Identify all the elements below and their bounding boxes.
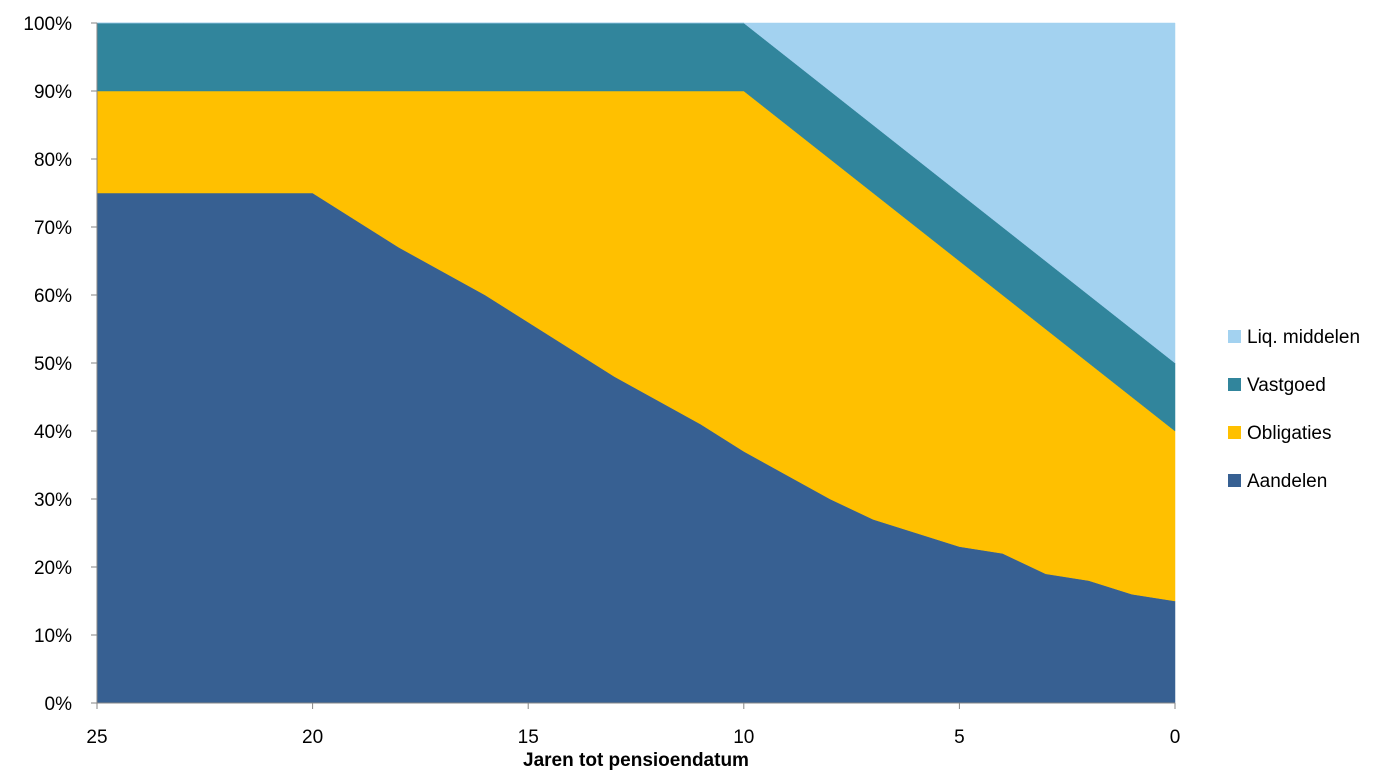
legend-label-liq-middelen: Liq. middelen: [1247, 327, 1360, 348]
x-tick-label: 20: [302, 727, 323, 748]
x-tick-label: 5: [954, 727, 965, 748]
y-tick-label: 50%: [34, 354, 72, 375]
x-tick-label: 25: [86, 727, 107, 748]
y-tick-label: 30%: [34, 490, 72, 511]
legend: Liq. middelen Vastgoed Obligaties Aandelen: [1228, 327, 1360, 492]
x-axis-title: Jaren tot pensioendatum: [523, 750, 749, 771]
y-tick-label: 90%: [34, 82, 72, 103]
legend-swatch-obligaties: [1228, 426, 1241, 439]
area-series-liq-middelen: [97, 22, 1176, 364]
x-tick-label: 10: [733, 727, 754, 748]
y-tick-label: 40%: [34, 422, 72, 443]
legend-label-aandelen: Aandelen: [1247, 471, 1327, 492]
area-layer: [96, 22, 1176, 704]
y-tick-label: 20%: [34, 558, 72, 579]
y-tick-label: 0%: [45, 694, 73, 715]
x-tick-label: 15: [518, 727, 539, 748]
legend-swatch-aandelen: [1228, 474, 1241, 487]
y-tick-label: 10%: [34, 626, 72, 647]
y-tick-label: 80%: [34, 150, 72, 171]
y-tick-label: 100%: [23, 14, 72, 35]
y-tick-layer: 0% 10% 20% 30% 40% 50% 60% 70% 80% 90% 100%: [23, 14, 97, 715]
y-tick-label: 60%: [34, 286, 72, 307]
legend-swatch-liq-middelen: [1228, 330, 1241, 343]
legend-label-vastgoed: Vastgoed: [1247, 375, 1326, 396]
y-tick-label: 70%: [34, 218, 72, 239]
legend-label-obligaties: Obligaties: [1247, 423, 1332, 444]
x-tick-label: 0: [1170, 727, 1181, 748]
legend-swatch-vastgoed: [1228, 378, 1241, 391]
x-tick-layer: 25 20 15 10 5 0: [86, 703, 1180, 748]
